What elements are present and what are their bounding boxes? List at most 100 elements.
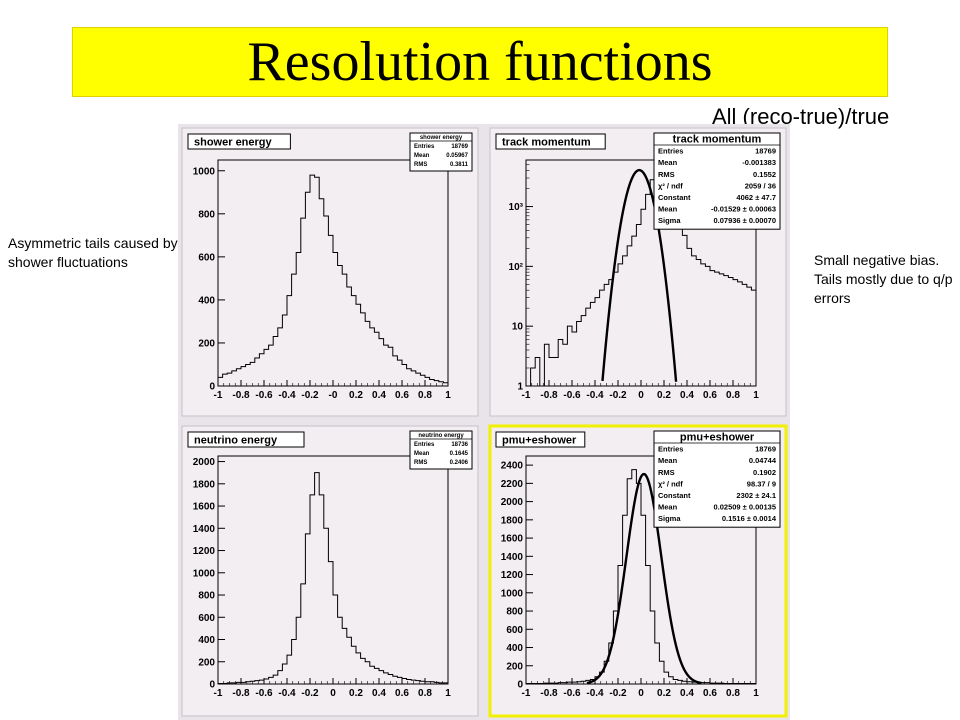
x-tick-label: 0.2 xyxy=(349,688,363,699)
y-tick-label: 800 xyxy=(198,591,215,602)
y-tick-label: 800 xyxy=(198,209,215,220)
y-tick-label: 10³ xyxy=(509,202,524,213)
stats-label: Entries xyxy=(658,147,683,156)
x-tick-label: 0.8 xyxy=(726,390,740,401)
y-tick-label: 200 xyxy=(506,661,523,672)
stats-label: Entries xyxy=(658,445,683,454)
y-tick-label: 2000 xyxy=(193,457,216,468)
y-tick-label: 1400 xyxy=(193,524,216,535)
y-tick-label: 1000 xyxy=(193,568,216,579)
histogram-panels: -1 -0.8 -0.6 -0.4 -0.2 -0 0.2 0.4 0.6 0.8 1 0 200 400… xyxy=(178,124,790,720)
x-tick-label: -0.8 xyxy=(540,688,558,699)
histogram-title-box xyxy=(495,431,586,448)
x-tick-label: 0.8 xyxy=(418,390,432,401)
stats-value: 18769 xyxy=(755,445,776,454)
stats-value: 2302 ± 24.1 xyxy=(736,491,776,500)
stats-value: 18769 xyxy=(451,144,468,150)
stats-label: RMS xyxy=(414,460,427,466)
y-tick-label: 0 xyxy=(209,382,215,393)
x-tick-label: 0.6 xyxy=(395,390,409,401)
y-tick-label: 1600 xyxy=(193,502,216,513)
stats-title: shower energy xyxy=(420,135,463,141)
histogram-panel-1: -1 -0.8 -0.6 -0.4 -0.2 -0 0.2 0.4 0.6 0.8 1 0 200 400… xyxy=(181,127,479,417)
y-tick-label: 1800 xyxy=(193,479,216,490)
histogram-title: neutrino energy xyxy=(194,435,278,447)
y-tick-label: 1000 xyxy=(501,588,524,599)
x-tick-label: 0.2 xyxy=(657,390,671,401)
y-tick-label: 0 xyxy=(209,680,215,691)
stats-value: 0.04744 xyxy=(749,456,777,465)
x-tick-label: 0.6 xyxy=(703,390,717,401)
y-tick-label: 1200 xyxy=(193,546,216,557)
x-tick-label: 0 xyxy=(330,688,336,699)
stats-label: Sigma xyxy=(658,216,681,225)
x-tick-label: -1 xyxy=(214,390,223,401)
x-tick-label: 0.4 xyxy=(680,688,694,699)
y-tick-label: 400 xyxy=(198,295,215,306)
stats-label: Entries xyxy=(414,442,435,448)
y-tick-label: 10² xyxy=(509,262,524,273)
x-tick-label: -0.2 xyxy=(609,390,627,401)
stats-value: -0.01529 ± 0.00063 xyxy=(711,205,776,214)
stats-label: RMS xyxy=(658,468,675,477)
x-tick-label: 0.6 xyxy=(703,688,717,699)
stats-value: 18736 xyxy=(451,442,468,448)
x-tick-label: 0.4 xyxy=(372,688,386,699)
x-tick-label: -0.8 xyxy=(232,390,250,401)
slide-title: Resolution functions xyxy=(247,31,713,93)
histogram-series xyxy=(526,170,757,387)
y-tick-label: 400 xyxy=(198,635,215,646)
stats-label: RMS xyxy=(658,170,675,179)
histogram-series xyxy=(217,472,449,684)
stats-value: 4062 ± 47.7 xyxy=(736,193,776,202)
y-tick-label: 1600 xyxy=(501,534,524,545)
fit-curve xyxy=(601,168,678,382)
x-tick-label: -0.4 xyxy=(586,390,604,401)
x-tick-label: -0.6 xyxy=(255,390,273,401)
y-tick-label: 800 xyxy=(506,607,523,618)
x-tick-label: 0.8 xyxy=(418,688,432,699)
stats-label: Mean xyxy=(414,153,430,159)
x-tick-label: -1 xyxy=(522,390,531,401)
histogram-title-box xyxy=(187,431,305,448)
y-tick-label: 600 xyxy=(198,613,215,624)
stats-box xyxy=(653,430,781,528)
y-tick-label: 600 xyxy=(506,625,523,636)
stats-label: Constant xyxy=(658,193,691,202)
fit-curve xyxy=(586,472,702,685)
x-tick-label: 0.8 xyxy=(726,688,740,699)
x-tick-label: -1 xyxy=(522,688,531,699)
y-tick-label: 200 xyxy=(198,338,215,349)
x-tick-label: 1 xyxy=(753,390,759,401)
stats-value: 0.1552 xyxy=(753,170,776,179)
stats-title: pmu+eshower xyxy=(680,432,755,444)
histogram-panel-2: -1 -0.8 -0.6 -0.4 -0.2 0 0.2 0.4 0.6 0.8 1 1 10 10² 10… xyxy=(489,127,787,417)
x-tick-label: -0.2 xyxy=(301,390,319,401)
x-tick-label: -0.4 xyxy=(278,688,296,699)
stats-value: 0.05967 xyxy=(446,153,468,159)
stats-value: 0.1902 xyxy=(753,468,776,477)
histogram-series xyxy=(217,174,449,386)
stats-label: Mean xyxy=(658,158,678,167)
x-tick-label: 0.4 xyxy=(372,390,386,401)
x-tick-label: 0.2 xyxy=(657,688,671,699)
y-tick-label: 2200 xyxy=(501,479,524,490)
x-tick-label: -0.6 xyxy=(563,390,581,401)
stats-label: Mean xyxy=(658,205,678,214)
y-tick-label: 1400 xyxy=(501,552,524,563)
y-tick-label: 1800 xyxy=(501,515,524,526)
histogram-title: track momentum xyxy=(502,137,591,149)
stats-label: Mean xyxy=(658,503,678,512)
stats-value: 0.07936 ± 0.00070 xyxy=(713,216,776,225)
y-tick-label: 400 xyxy=(506,643,523,654)
x-tick-label: -0.6 xyxy=(563,688,581,699)
stats-box xyxy=(409,132,473,172)
stats-label: Mean xyxy=(414,451,430,457)
x-tick-label: -0.8 xyxy=(540,390,558,401)
histogram-panel-4: -1 -0.8 -0.6 -0.4 -0.2 0 0.2 0.4 0.6 0.8 1 0 200 400 6… xyxy=(488,424,788,718)
stats-value: 2059 / 36 xyxy=(745,181,776,190)
stats-label: Mean xyxy=(658,456,678,465)
y-tick-label: 600 xyxy=(198,252,215,263)
x-tick-label: 0 xyxy=(638,688,644,699)
y-tick-label: 1 xyxy=(517,382,523,393)
